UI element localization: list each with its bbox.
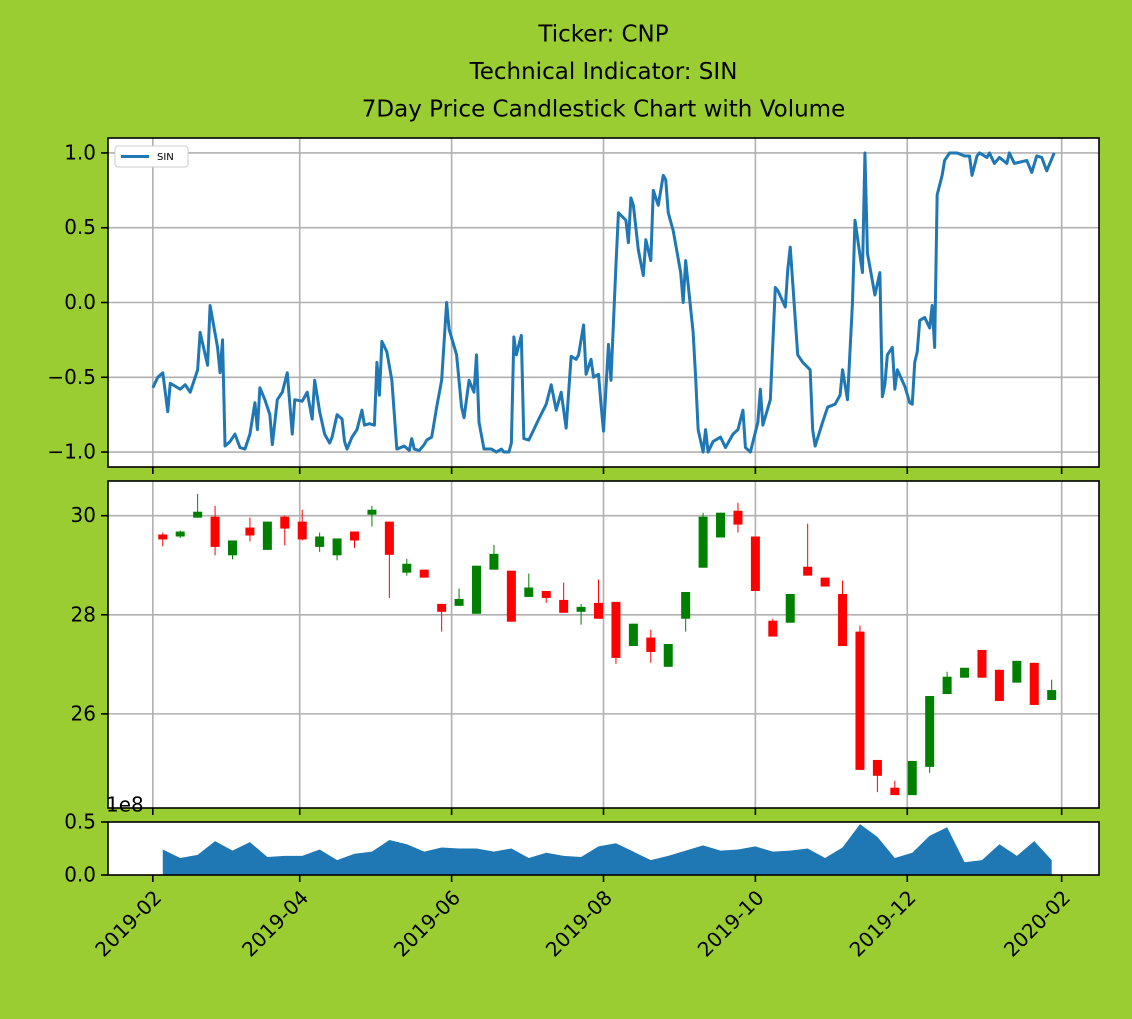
plot-frame — [107, 137, 1100, 468]
candle-body — [175, 531, 185, 537]
candle-body — [367, 509, 377, 515]
y-tick-label: 28 — [71, 602, 96, 626]
plot-frame — [107, 480, 1100, 809]
candle-body — [803, 566, 813, 576]
candle-body — [855, 631, 865, 770]
candle-body — [907, 760, 917, 796]
candle-body — [210, 516, 220, 547]
candle-body — [350, 531, 360, 541]
axis-offset-label: 1e8 — [106, 793, 144, 817]
candle-body — [315, 536, 325, 547]
candle-body — [942, 676, 952, 695]
candle-body — [227, 540, 237, 556]
legend-label: SIN — [157, 152, 174, 163]
candle-body — [402, 563, 412, 573]
candle-body — [332, 538, 342, 556]
candle-body — [437, 603, 447, 612]
candle-body — [994, 669, 1004, 701]
candle-body — [785, 593, 795, 623]
candle-body — [524, 587, 534, 597]
y-tick-label: 0.0 — [64, 290, 96, 314]
candle-body — [750, 536, 760, 591]
candle-body — [768, 620, 778, 637]
y-tick-label: 0.0 — [64, 863, 96, 887]
candle-body — [594, 602, 604, 619]
candle-body — [960, 667, 970, 678]
candle-body — [158, 534, 168, 540]
y-tick-label: 26 — [71, 701, 96, 725]
candle-body — [820, 577, 830, 587]
candle-body — [489, 553, 499, 570]
chart-title: Ticker: CNP — [537, 22, 668, 48]
candle-body — [245, 527, 255, 536]
candle-body — [628, 623, 638, 646]
candle-body — [419, 569, 429, 578]
y-tick-label: −0.5 — [47, 365, 96, 389]
candle-body — [576, 606, 586, 612]
volume-area — [162, 824, 1052, 875]
plot-frame — [107, 821, 1100, 876]
candle-body — [384, 521, 394, 555]
y-tick-label: 30 — [71, 503, 96, 527]
candle-body — [733, 510, 743, 525]
y-tick-label: −1.0 — [47, 440, 96, 464]
candle-body — [681, 591, 691, 619]
y-tick-label: 0.5 — [64, 810, 96, 834]
chart-title: Technical Indicator: SIN — [469, 59, 738, 85]
candle-body — [663, 644, 673, 667]
y-tick-label: 0.5 — [64, 215, 96, 239]
candle-body — [1047, 690, 1057, 700]
candle-body — [611, 601, 621, 658]
candle-body — [193, 511, 203, 518]
y-tick-label: 1.0 — [64, 140, 96, 164]
line-series — [151, 151, 1056, 454]
candle-body — [872, 759, 882, 776]
candle-body — [1012, 660, 1022, 683]
candle-body — [506, 570, 516, 622]
candle-body — [472, 565, 482, 614]
candle-body — [1029, 662, 1039, 705]
chart-title: 7Day Price Candlestick Chart with Volume — [362, 97, 845, 123]
candle-body — [646, 637, 656, 652]
candle-body — [890, 787, 900, 796]
legend-box — [114, 145, 189, 168]
candle-body — [280, 516, 290, 529]
candle-body — [925, 696, 935, 767]
candle-body — [838, 593, 848, 646]
candle-body — [454, 598, 464, 606]
candle-body — [262, 521, 272, 550]
candle-body — [541, 590, 551, 598]
candle-body — [698, 516, 708, 568]
candle-body — [716, 512, 726, 538]
candle-body — [559, 599, 569, 613]
candle-body — [977, 649, 987, 678]
candle-body — [297, 521, 307, 540]
